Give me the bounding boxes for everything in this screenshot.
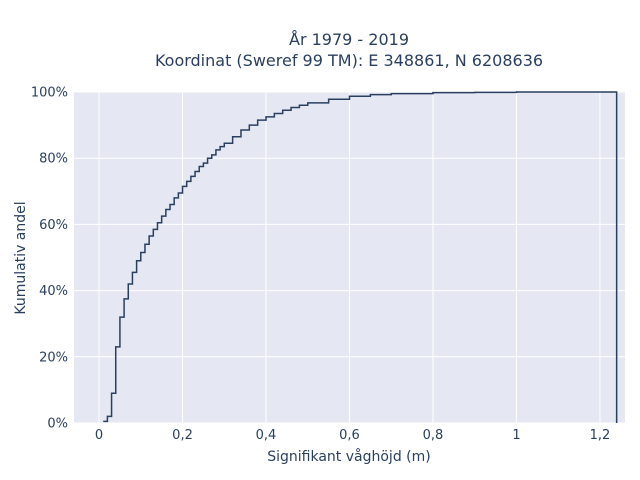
y-tick-label: 40%	[39, 284, 68, 299]
series-layer	[103, 91, 618, 423]
y-tick-label: 80%	[39, 152, 68, 167]
chart-title-line-1: År 1979 - 2019	[289, 30, 409, 49]
y-axis-title: Kumulativ andel	[13, 201, 29, 314]
x-tick-label: 0,4	[256, 428, 277, 443]
x-tick-label: 0,2	[172, 428, 193, 443]
x-tick-label: 1,2	[590, 428, 611, 443]
cdf-step-line	[103, 91, 618, 423]
x-tick-label: 0,8	[423, 428, 444, 443]
grid-lines	[74, 91, 625, 424]
tick-labels: 0 0,2 0,4 0,6 0,8 1 1,2 0% 20% 40% 60% 80% 100%	[31, 86, 610, 444]
y-tick-label: 0%	[47, 417, 68, 432]
x-axis-title: Signifikant våghöjd (m)	[267, 448, 430, 465]
y-tick-label: 20%	[39, 350, 68, 365]
chart-title-line-2: Koordinat (Sweref 99 TM): E 348861, N 62…	[155, 51, 543, 70]
x-tick-label: 1	[512, 428, 520, 443]
y-tick-label: 100%	[31, 86, 68, 101]
y-tick-label: 60%	[39, 218, 68, 233]
x-tick-label: 0,6	[339, 428, 360, 443]
x-tick-label: 0	[95, 428, 103, 443]
